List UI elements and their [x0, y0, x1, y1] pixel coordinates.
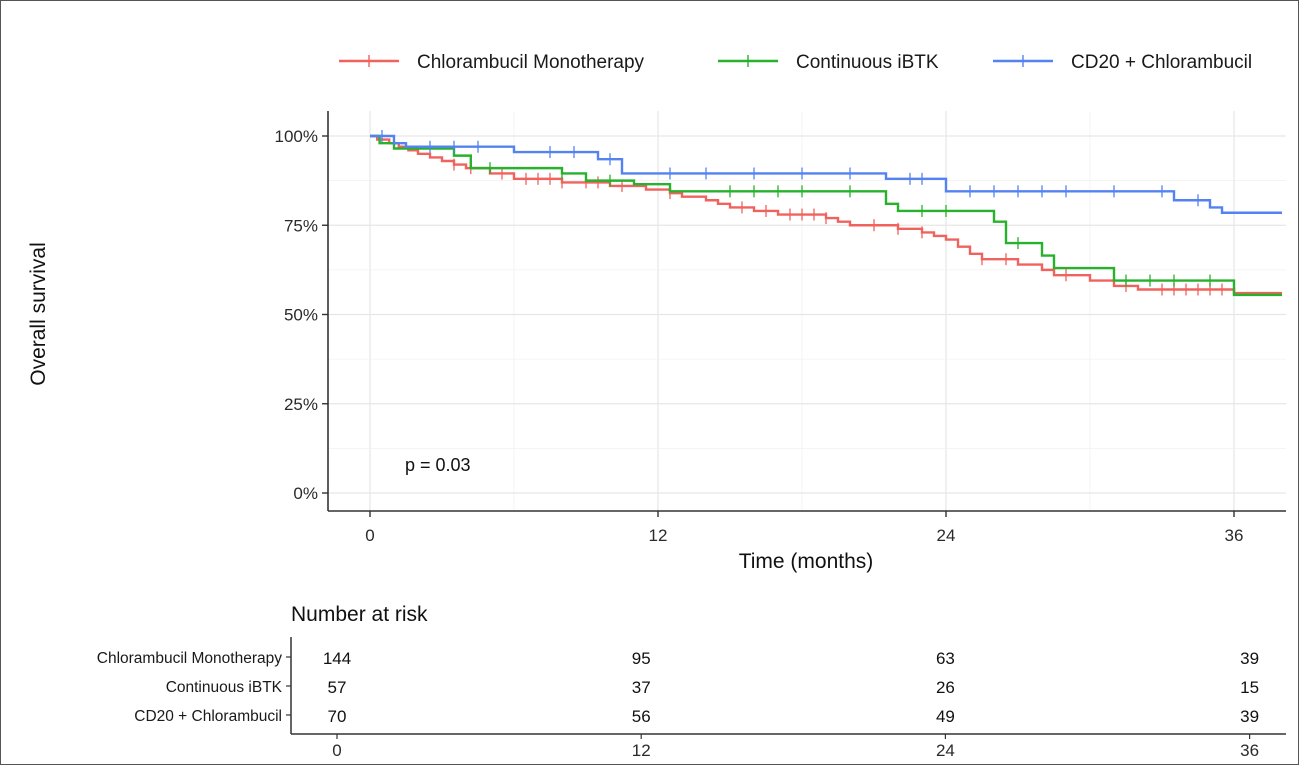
risk-row-label: Continuous iBTK	[166, 679, 283, 696]
y-tick-label: 100%	[275, 127, 318, 146]
risk-count: 57	[328, 678, 347, 697]
risk-count: 37	[632, 678, 651, 697]
legend: Chlorambucil Monotherapy Continuous iBTK C…	[339, 52, 1252, 73]
plot-axes: 0% 25% 50% 75% 100% 0 12 24 36	[275, 111, 1286, 545]
legend-label: Chlorambucil Monotherapy	[417, 52, 645, 73]
x-axis-title: Time (months)	[739, 550, 874, 573]
risk-count: 49	[936, 707, 955, 726]
x-tick-label: 36	[1225, 526, 1244, 545]
risk-table-title: Number at risk	[291, 603, 428, 626]
risk-x-tick-label: 36	[1240, 741, 1259, 760]
risk-count: 26	[936, 678, 955, 697]
risk-x-tick-label: 24	[936, 741, 955, 760]
legend-label: CD20 + Chlorambucil	[1071, 52, 1252, 73]
risk-count: 39	[1240, 707, 1259, 726]
y-tick-label: 0%	[293, 484, 318, 503]
y-tick-label: 50%	[284, 306, 318, 325]
risk-count: 15	[1240, 678, 1259, 697]
risk-row-label: CD20 + Chlorambucil	[134, 708, 282, 725]
y-tick-label: 25%	[284, 395, 318, 414]
risk-count: 56	[632, 707, 651, 726]
risk-count: 144	[323, 649, 351, 668]
x-tick-label: 24	[937, 526, 956, 545]
risk-count: 39	[1240, 649, 1259, 668]
y-tick-label: 75%	[284, 216, 318, 235]
x-tick-label: 12	[649, 526, 668, 545]
grid-lines	[328, 111, 1286, 511]
risk-table: Chlorambucil Monotherapy 144 95 63 39 Continu…	[97, 637, 1286, 760]
p-value-annotation: p = 0.03	[405, 455, 471, 475]
risk-row-label: Chlorambucil Monotherapy	[97, 650, 282, 667]
risk-count: 95	[632, 649, 651, 668]
risk-count: 70	[328, 707, 347, 726]
y-axis-title: Overall survival	[27, 242, 50, 386]
risk-x-tick-label: 12	[632, 741, 651, 760]
legend-label: Continuous iBTK	[796, 52, 939, 73]
risk-x-tick-label: 0	[332, 741, 341, 760]
risk-count: 63	[936, 649, 955, 668]
survival-curves	[370, 130, 1282, 297]
x-tick-label: 0	[365, 526, 374, 545]
